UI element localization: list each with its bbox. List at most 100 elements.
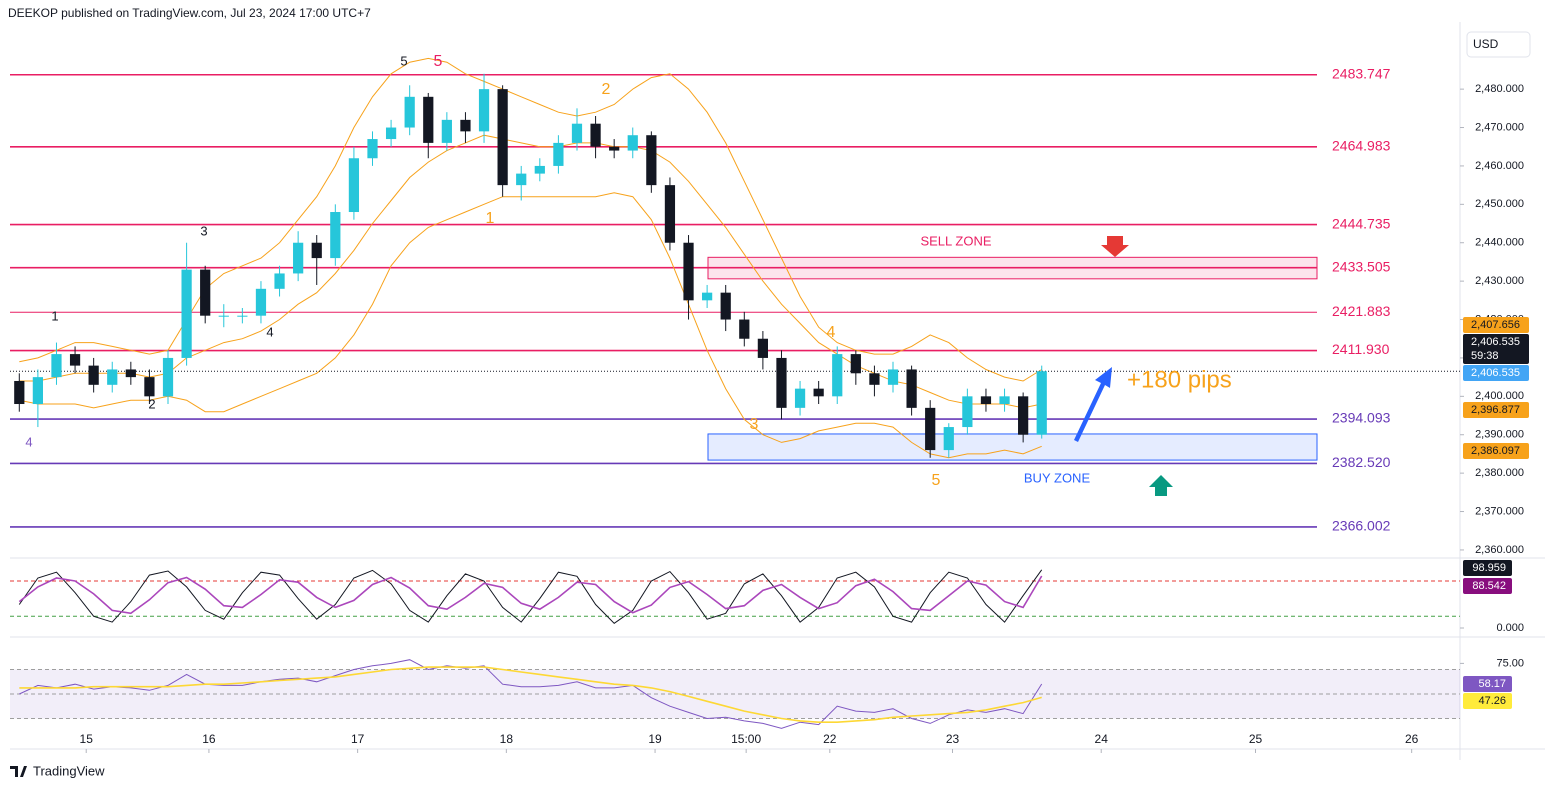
logo-mark [10, 766, 27, 777]
price-tag [1463, 402, 1529, 418]
candle-body [702, 292, 713, 301]
value-tag [1463, 693, 1512, 709]
candle-body [441, 119, 452, 143]
price-tag-label: 2,406.535 [1471, 367, 1520, 379]
candle-body [869, 373, 880, 385]
currency-button[interactable] [1466, 31, 1531, 58]
candle-body [757, 338, 768, 358]
candle-body [162, 357, 174, 397]
candle-body [32, 377, 43, 405]
value-tag [1463, 560, 1512, 576]
candle-body [534, 165, 545, 174]
sell-arrow [1101, 236, 1129, 257]
y-tick-label: 2,460.000 [1475, 160, 1524, 172]
candle-body [794, 388, 806, 408]
candle-body [274, 273, 285, 289]
level-label: 2433.505 [1332, 258, 1391, 274]
x-tick-label: 18 [500, 732, 514, 746]
y-tick-label: 2,400.000 [1475, 390, 1524, 402]
currency-label[interactable]: USD [1473, 37, 1499, 51]
candle-body [646, 135, 657, 186]
candle-body [367, 139, 378, 159]
candle-body [813, 388, 824, 397]
level-label: 2483.747 [1332, 65, 1391, 81]
candle-body [943, 427, 954, 451]
zone [707, 433, 1318, 461]
y-tick-label: 2,440.000 [1475, 237, 1524, 249]
wave-label: 4 [25, 434, 32, 449]
y-tick-label: 2,360.000 [1475, 544, 1524, 556]
y-tick-label: 2,380.000 [1475, 467, 1524, 479]
candle-body [832, 354, 843, 397]
price-tag [1463, 317, 1529, 333]
price-tag-label: 2,396.877 [1471, 404, 1520, 416]
wave-label: 5 [400, 53, 407, 68]
candle-body [125, 369, 136, 378]
x-tick-label: 19 [648, 732, 662, 746]
value-tag-label: 47.26 [1478, 695, 1506, 707]
value-tag-label: 58.17 [1478, 678, 1506, 690]
level-label: 2394.093 [1332, 410, 1391, 426]
indicator-line [18, 569, 1043, 624]
candle-body [200, 269, 211, 316]
candle-body [999, 396, 1010, 405]
price-tag [1463, 334, 1529, 364]
candle-body [311, 242, 322, 259]
x-tick-label: 15:00 [731, 732, 761, 746]
level-label: 2382.520 [1332, 454, 1391, 470]
x-tick-label: 22 [823, 732, 837, 746]
candle-body [423, 96, 434, 143]
x-tick-label: 16 [202, 732, 216, 746]
candle-body [330, 212, 341, 259]
candle-body [962, 396, 973, 428]
candle-body [51, 354, 62, 378]
wave-label: 5 [932, 472, 941, 489]
price-tag-label: 2,386.097 [1471, 445, 1520, 457]
x-tick-label: 25 [1249, 732, 1263, 746]
indicator-line [18, 575, 1043, 615]
y-tick-label: 0.000 [1496, 622, 1524, 634]
level-label: 2421.883 [1332, 303, 1391, 319]
candle-body [925, 407, 936, 451]
price-tag-label: 2,407.656 [1471, 319, 1520, 331]
tradingview-logo: TradingView [10, 763, 105, 778]
y-tick-label: 2,430.000 [1475, 275, 1524, 287]
candle-body [516, 173, 527, 186]
candle-body [255, 288, 267, 316]
y-tick-label: 2,470.000 [1475, 121, 1524, 133]
y-tick-label: 2,370.000 [1475, 505, 1524, 517]
candle-body [553, 142, 564, 166]
zone-label: BUY ZONE [1024, 470, 1091, 485]
target-arrow [1074, 367, 1112, 442]
candle-body [980, 396, 992, 405]
level-label: 2366.002 [1332, 518, 1391, 534]
wave-label: 2 [602, 81, 611, 98]
wave-label: 1 [51, 308, 58, 323]
candle-body [683, 242, 694, 301]
indicator-line [19, 659, 1043, 729]
indicator-line [19, 666, 1042, 723]
annotation: +180 pips [1127, 366, 1232, 393]
wave-label: 1 [486, 210, 495, 227]
candle-body [739, 319, 750, 339]
x-tick-label: 24 [1095, 732, 1109, 746]
bollinger-band [19, 192, 1042, 459]
candle-body [218, 315, 229, 317]
candle-body [627, 135, 638, 151]
candle-body [590, 123, 601, 147]
candle-body [293, 242, 304, 274]
candle-body [69, 354, 81, 366]
candle-body [404, 96, 415, 128]
candle-body [348, 158, 360, 213]
buy-arrow [1149, 475, 1173, 496]
candle-body [88, 365, 99, 385]
candle-body [14, 380, 25, 405]
candle-body [478, 89, 490, 132]
y-tick-label: 2,480.000 [1475, 83, 1524, 95]
wave-label: 3 [750, 416, 759, 433]
wave-label: 4 [827, 324, 836, 341]
wave-label: 3 [200, 223, 207, 238]
candle-body [237, 315, 248, 317]
